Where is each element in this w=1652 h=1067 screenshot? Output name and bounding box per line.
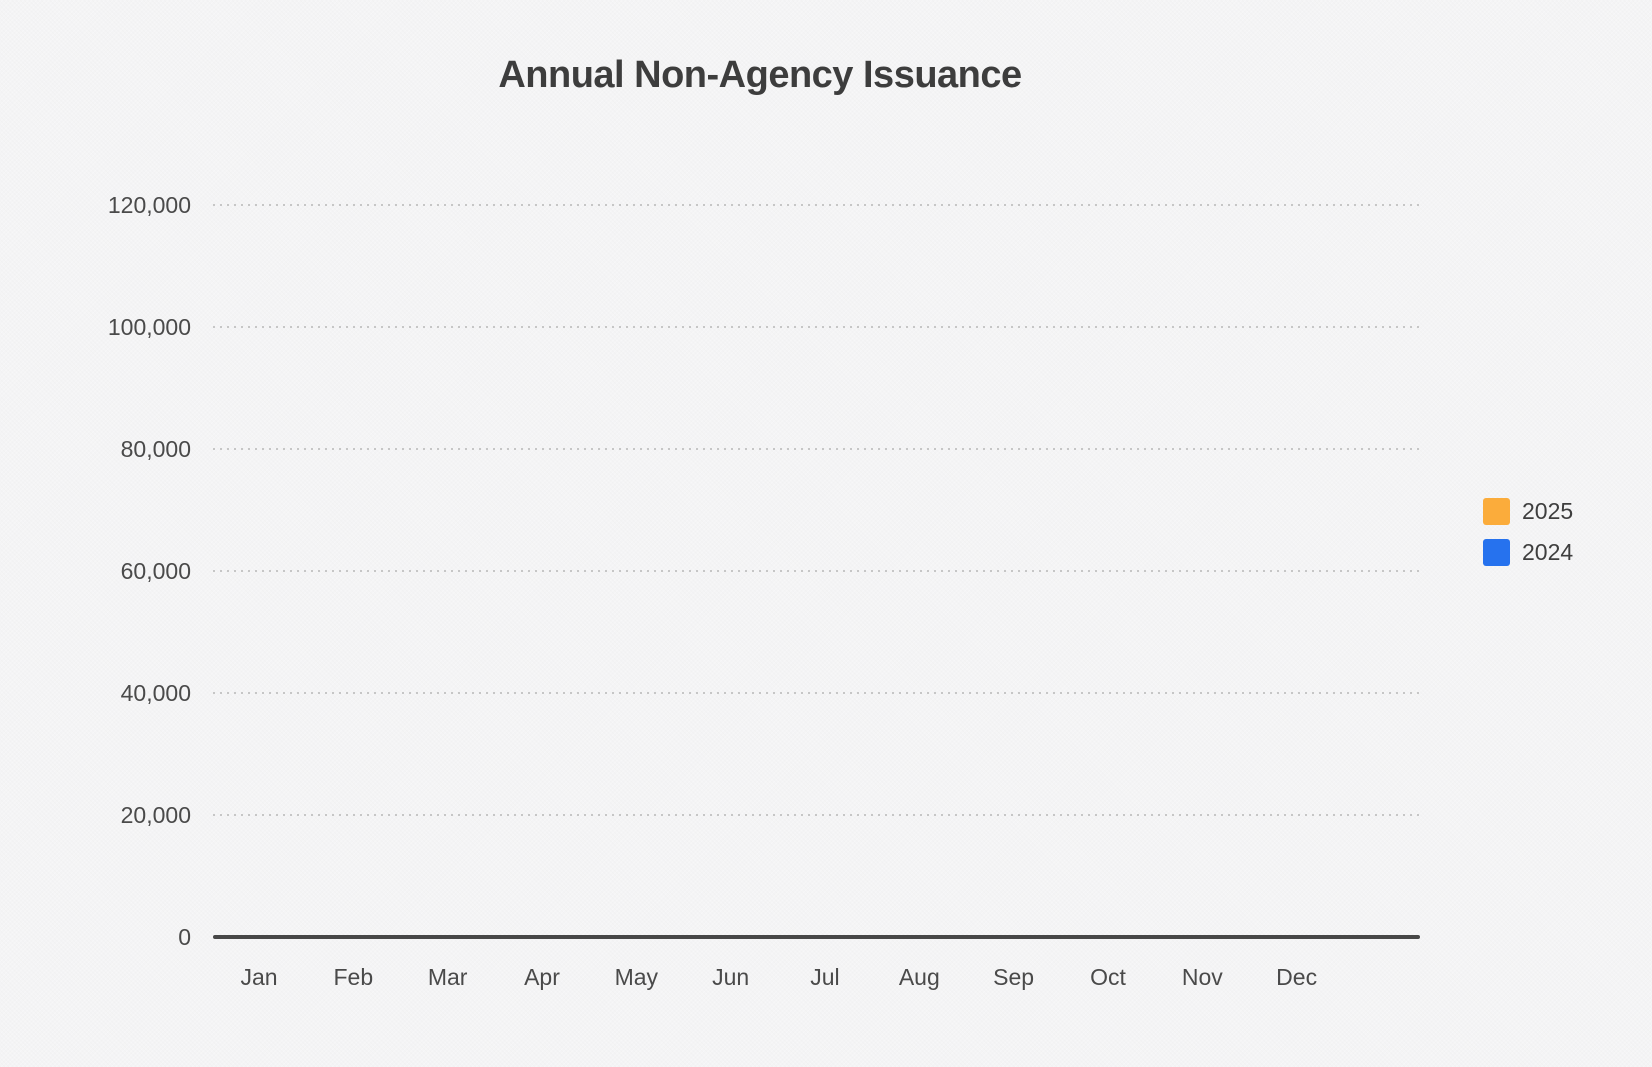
y-axis-tick-label: 120,000	[107, 192, 191, 218]
x-axis-month-label-nov: Nov	[1181, 964, 1223, 990]
x-axis-month-label-mar: Mar	[427, 964, 468, 990]
gridline-120000	[213, 204, 1420, 206]
x-axis-month-label-feb: Feb	[333, 964, 374, 990]
legend-swatch-2024	[1483, 539, 1510, 566]
gridline-40000	[213, 692, 1420, 694]
gridline-80000	[213, 448, 1420, 450]
x-axis-month-label-jun: Jun	[712, 964, 750, 990]
legend-swatch-2025	[1483, 498, 1510, 525]
chart-title: Annual Non-Agency Issuance	[498, 54, 1022, 96]
x-axis-month-label-aug: Aug	[898, 964, 940, 990]
gridline-20000	[213, 814, 1420, 816]
gridline-100000	[213, 326, 1420, 328]
legend-item-2025[interactable]: 2025	[1483, 498, 1573, 525]
legend: 2025 2024	[1483, 498, 1573, 580]
y-axis-tick-label: 100,000	[107, 314, 191, 340]
x-axis-month-label-apr: Apr	[524, 964, 560, 990]
x-axis-month-label-jul: Jul	[810, 964, 840, 990]
x-axis-month-label-oct: Oct	[1090, 964, 1126, 990]
x-axis-line	[213, 935, 1420, 939]
y-axis-tick-label: 40,000	[120, 680, 191, 706]
y-axis-tick-label: 80,000	[120, 436, 191, 462]
x-axis-month-label-may: May	[614, 964, 659, 990]
legend-item-2024[interactable]: 2024	[1483, 539, 1573, 566]
y-axis-tick-label: 20,000	[120, 802, 191, 828]
legend-label: 2025	[1522, 498, 1574, 524]
gridline-60000	[213, 570, 1420, 572]
legend-label: 2024	[1522, 539, 1574, 565]
x-axis-month-label-jan: Jan	[240, 964, 278, 990]
y-axis-tick-label: 0	[178, 924, 191, 950]
x-axis-month-label-dec: Dec	[1276, 964, 1318, 990]
x-axis-month-label-sep: Sep	[993, 964, 1035, 990]
y-axis-tick-label: 60,000	[120, 558, 191, 584]
